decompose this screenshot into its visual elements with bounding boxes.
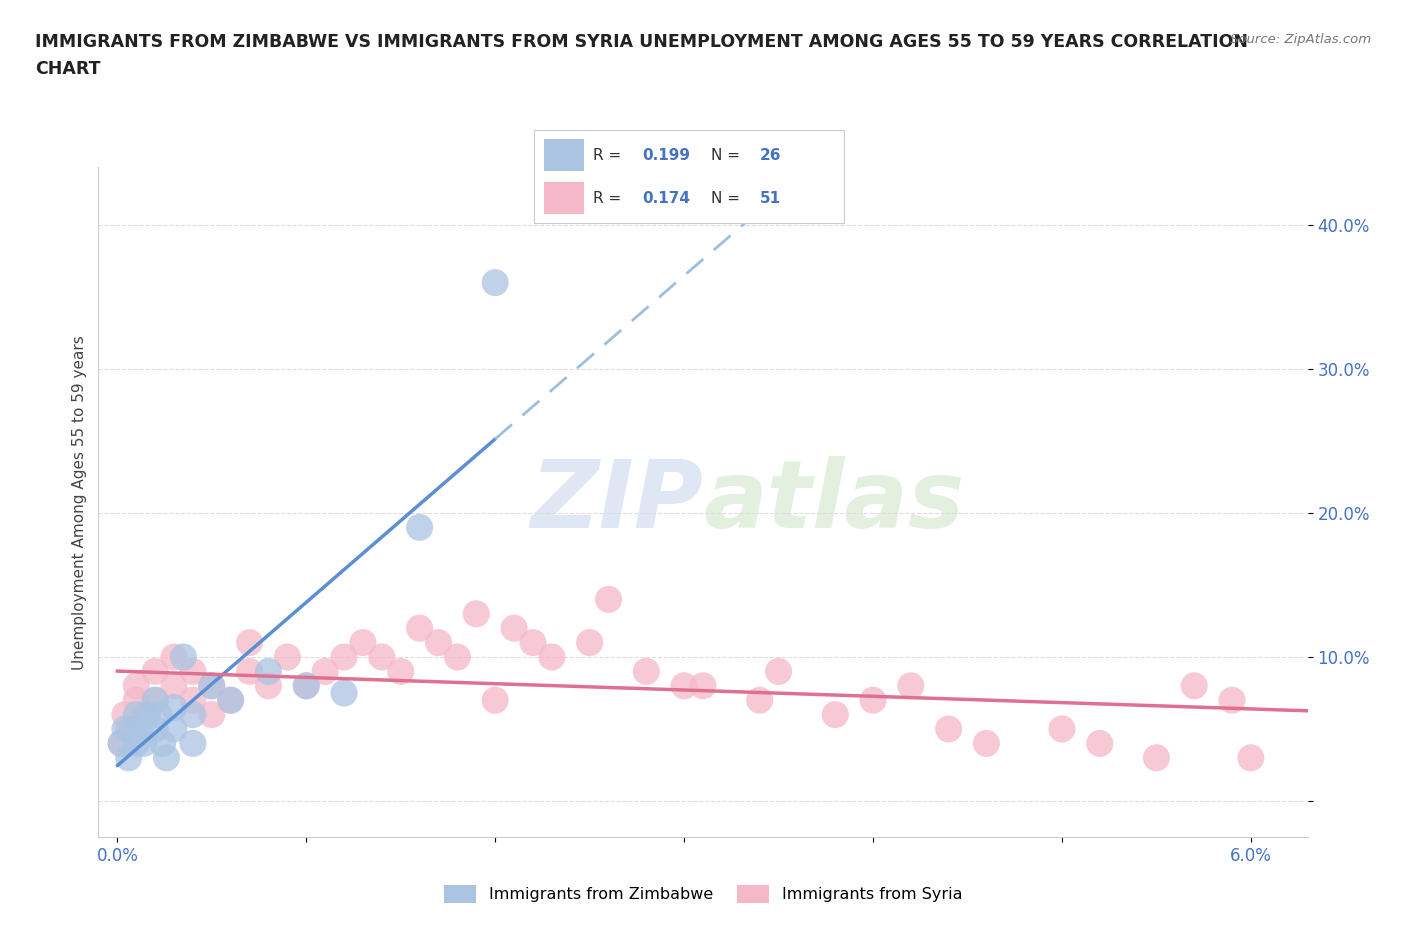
Point [219,693,242,708]
Point [295,678,318,693]
Text: atlas: atlas [703,457,965,548]
Point [1144,751,1167,765]
Point [503,620,526,635]
Point [862,693,884,708]
Point [484,275,506,290]
Point [333,685,356,700]
Text: R =: R = [593,191,621,206]
Text: 26: 26 [761,148,782,163]
Point [408,620,430,635]
Point [129,722,152,737]
Bar [544,182,583,214]
Text: 0.199: 0.199 [643,148,690,163]
Point [768,664,790,679]
Point [125,693,148,708]
Point [181,707,204,722]
Point [118,722,141,737]
Point [257,664,280,679]
Point [1240,751,1263,765]
Point [114,707,136,722]
Point [201,678,224,693]
Point [389,664,412,679]
Text: ZIP: ZIP [530,457,703,548]
Point [132,736,155,751]
Point [163,649,186,664]
Point [201,678,224,693]
Point [976,736,998,751]
Text: N =: N = [710,148,740,163]
Legend: Immigrants from Zimbabwe, Immigrants from Syria: Immigrants from Zimbabwe, Immigrants fro… [437,878,969,910]
Text: CHART: CHART [35,60,101,78]
Point [181,693,204,708]
Point [1088,736,1111,751]
Text: R =: R = [593,148,621,163]
Point [522,635,544,650]
Point [1050,722,1073,737]
Point [163,678,186,693]
Point [125,678,148,693]
Point [118,751,141,765]
Point [540,649,562,664]
Point [1220,693,1243,708]
Point [110,736,132,751]
Y-axis label: Unemployment Among Ages 55 to 59 years: Unemployment Among Ages 55 to 59 years [72,335,87,670]
Point [201,707,224,722]
Point [938,722,960,737]
Point [143,693,166,708]
Point [114,722,136,737]
Point [135,707,157,722]
Text: 0.174: 0.174 [643,191,690,206]
Point [824,707,846,722]
Point [239,664,262,679]
Bar [544,140,583,171]
Point [110,736,132,751]
Point [136,707,159,722]
Point [692,678,714,693]
Point [143,664,166,679]
Text: Source: ZipAtlas.com: Source: ZipAtlas.com [1230,33,1371,46]
Point [148,707,170,722]
Point [427,635,450,650]
Point [636,664,658,679]
Point [219,693,242,708]
Text: IMMIGRANTS FROM ZIMBABWE VS IMMIGRANTS FROM SYRIA UNEMPLOYMENT AMONG AGES 55 TO : IMMIGRANTS FROM ZIMBABWE VS IMMIGRANTS F… [35,33,1249,50]
Point [121,722,143,737]
Point [314,664,336,679]
Point [446,649,468,664]
Point [408,520,430,535]
Point [181,664,204,679]
Point [333,649,356,664]
Point [598,592,620,607]
Point [125,707,148,722]
Point [239,635,262,650]
Point [900,678,922,693]
Point [465,606,488,621]
Point [578,635,600,650]
Point [181,736,204,751]
Point [276,649,298,664]
Point [163,722,186,737]
Point [172,649,194,664]
Point [352,635,374,650]
Point [673,678,696,693]
Point [295,678,318,693]
Point [155,751,177,765]
Point [748,693,770,708]
Text: N =: N = [710,191,740,206]
Point [484,693,506,708]
Text: 51: 51 [761,191,782,206]
Point [143,693,166,708]
Point [125,736,148,751]
Point [371,649,394,664]
Point [143,722,166,737]
Point [257,678,280,693]
Point [1182,678,1205,693]
Point [152,736,174,751]
Point [163,700,186,715]
